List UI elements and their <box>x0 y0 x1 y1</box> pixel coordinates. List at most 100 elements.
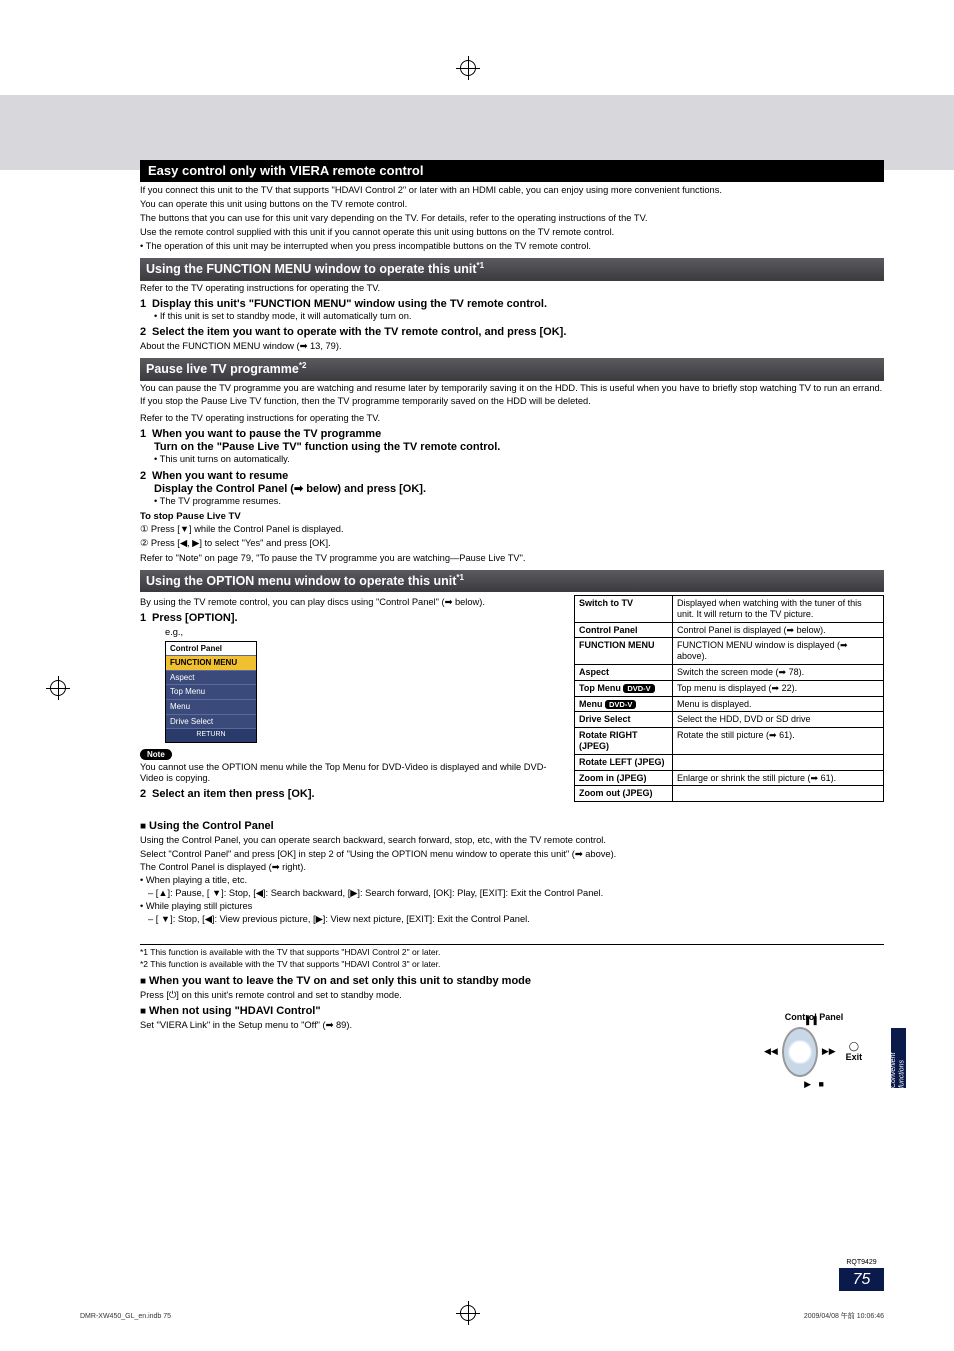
step-text: Select an item then press [OK]. <box>152 788 315 800</box>
substep: • This unit turns on automatically. <box>154 454 884 465</box>
menu-row: Drive Select <box>166 715 256 730</box>
body-text: – [ ▼]: Stop, [◀]: View previous picture… <box>148 914 884 925</box>
reference-table: Switch to TVDisplayed when watching with… <box>574 595 884 802</box>
footer-right: 2009/04/08 午前 10:06:46 <box>804 1313 884 1321</box>
intro-block: If you connect this unit to the TV that … <box>140 185 884 253</box>
table-cell-key: Rotate LEFT (JPEG) <box>575 754 673 770</box>
play-icon: ▶ <box>804 1079 811 1089</box>
menu-row: FUNCTION MENU <box>166 656 256 671</box>
menu-footer: RETURN <box>166 729 256 741</box>
table-cell-key: Switch to TV <box>575 596 673 623</box>
square-bullet-icon: ■ <box>140 976 146 987</box>
footer-left: DMR-XW450_GL_en.indb 75 <box>80 1313 171 1321</box>
square-bullet-icon: ■ <box>140 821 146 832</box>
gray-header-band <box>0 95 954 170</box>
step-sub-bold: Turn on the "Pause Live TV" function usi… <box>154 441 884 454</box>
eg-label: e.g., <box>165 627 562 638</box>
cp-heading-text: Using the Control Panel <box>149 820 274 832</box>
body-text: Set "VIERA Link" in the Setup menu to "O… <box>140 1020 884 1031</box>
body-text: Press [⏻] on this unit's remote control … <box>140 990 884 1001</box>
intro-line: If you connect this unit to the TV that … <box>140 185 884 196</box>
table-cell-value <box>673 786 884 802</box>
divider <box>140 944 884 945</box>
section-title: Using the FUNCTION MENU window to operat… <box>146 263 477 277</box>
body-text: The Control Panel is displayed (➡ right)… <box>140 862 884 873</box>
page-code: RQT9429 <box>839 1259 884 1267</box>
substep: • If this unit is set to standby mode, i… <box>154 311 884 322</box>
ref-text: Refer to "Note" on page 79, "To pause th… <box>140 553 884 564</box>
table-cell-value: Rotate the still picture (➡ 61). <box>673 728 884 755</box>
side-tab: Convenient functions <box>891 1028 906 1088</box>
footer-heading-2: ■When not using "HDAVI Control" <box>140 1005 884 1018</box>
section-bar-pause-live-tv: Pause live TV programme*2 <box>140 358 884 380</box>
body-text: Select "Control Panel" and press [OK] in… <box>140 849 884 860</box>
substep: • The TV programme resumes. <box>154 496 884 507</box>
step-text: When you want to resume <box>152 470 288 482</box>
footer-heading-1: ■When you want to leave the TV on and se… <box>140 975 884 988</box>
table-cell-value: Select the HDD, DVD or SD drive <box>673 712 884 728</box>
table-cell-value: Switch the screen mode (➡ 78). <box>673 665 884 681</box>
note-pill: Note <box>140 749 172 761</box>
section-sup: *1 <box>456 573 464 582</box>
stop-step: ② Press [◀, ▶] to select "Yes" and press… <box>140 538 884 549</box>
body-text: You can pause the TV programme you are w… <box>140 383 884 394</box>
rewind-icon: ◀◀ <box>764 1046 778 1057</box>
menu-row: Control Panel <box>166 642 256 657</box>
body-text: If you stop the Pause Live TV function, … <box>140 396 884 407</box>
menu-row: Top Menu <box>166 685 256 700</box>
table-cell-value <box>673 754 884 770</box>
exit-label: Exit <box>846 1052 863 1062</box>
menu-row: Aspect <box>166 671 256 686</box>
step-text: Press [OPTION]. <box>152 612 238 624</box>
circle-icon: ◯ <box>849 1041 859 1051</box>
table-cell-key: Rotate RIGHT (JPEG) <box>575 728 673 755</box>
play-stop-row: ▶ ■ <box>764 1079 864 1090</box>
dvd-pill: DVD-V <box>623 684 654 693</box>
step-1: 1Press [OPTION]. <box>140 612 562 625</box>
page-number: 75 <box>839 1268 884 1291</box>
body-text: By using the TV remote control, you can … <box>140 597 562 608</box>
intro-line: You can operate this unit using buttons … <box>140 199 884 210</box>
intro-line: The buttons that you can use for this un… <box>140 213 884 224</box>
step-text: Select the item you want to operate with… <box>152 326 566 338</box>
dpad-icon: ❚❚ <box>782 1027 818 1077</box>
table-cell-value: FUNCTION MENU window is displayed (➡ abo… <box>673 638 884 665</box>
table-cell-key: Zoom in (JPEG) <box>575 770 673 786</box>
note-text: You cannot use the OPTION menu while the… <box>140 762 562 784</box>
table-cell-key: Aspect <box>575 665 673 681</box>
print-footer: DMR-XW450_GL_en.indb 75 2009/04/08 午前 10… <box>80 1313 884 1321</box>
stop-heading: To stop Pause Live TV <box>140 511 884 522</box>
square-bullet-icon: ■ <box>140 1006 146 1017</box>
table-cell-value: Control Panel is displayed (➡ below). <box>673 622 884 638</box>
step-text: When you want to pause the TV programme <box>152 428 381 440</box>
stop-step: ① Press [▼] while the Control Panel is d… <box>140 524 884 535</box>
cp-heading: ■Using the Control Panel <box>140 820 884 833</box>
ffwd-icon: ▶▶ <box>822 1046 836 1057</box>
body-text: Refer to the TV operating instructions f… <box>140 283 884 294</box>
table-cell-key: Menu DVD-V <box>575 696 673 712</box>
page-content: Easy control only with VIERA remote cont… <box>140 160 884 1032</box>
menu-row: Menu <box>166 700 256 715</box>
table-cell-key: FUNCTION MENU <box>575 638 673 665</box>
table-cell-key: Top Menu DVD-V <box>575 680 673 696</box>
body-text: Refer to the TV operating instructions f… <box>140 413 884 424</box>
section-bar-option-menu: Using the OPTION menu window to operate … <box>140 570 884 592</box>
dvd-pill: DVD-V <box>605 700 636 709</box>
title-bar: Easy control only with VIERA remote cont… <box>140 160 884 182</box>
table-cell-key: Control Panel <box>575 622 673 638</box>
option-right-col: Switch to TVDisplayed when watching with… <box>574 595 884 802</box>
stop-icon: ■ <box>819 1079 824 1089</box>
intro-line: Use the remote control supplied with thi… <box>140 227 884 238</box>
registration-mark-left <box>50 680 66 696</box>
table-cell-key: Zoom out (JPEG) <box>575 786 673 802</box>
body-text: About the FUNCTION MENU window (➡ 13, 79… <box>140 341 884 352</box>
step-1: 1When you want to pause the TV programme <box>140 428 884 441</box>
section-title: Pause live TV programme <box>146 363 299 377</box>
footer-heading-text: When not using "HDAVI Control" <box>149 1005 321 1017</box>
step-sub-bold: Display the Control Panel (➡ below) and … <box>154 483 884 496</box>
page-badge: RQT9429 75 <box>839 1259 884 1291</box>
step-2: 2Select an item then press [OK]. <box>140 788 562 801</box>
table-cell-value: Enlarge or shrink the still picture (➡ 6… <box>673 770 884 786</box>
table-cell-value: Displayed when watching with the tuner o… <box>673 596 884 623</box>
footer-heading-text: When you want to leave the TV on and set… <box>149 975 531 987</box>
